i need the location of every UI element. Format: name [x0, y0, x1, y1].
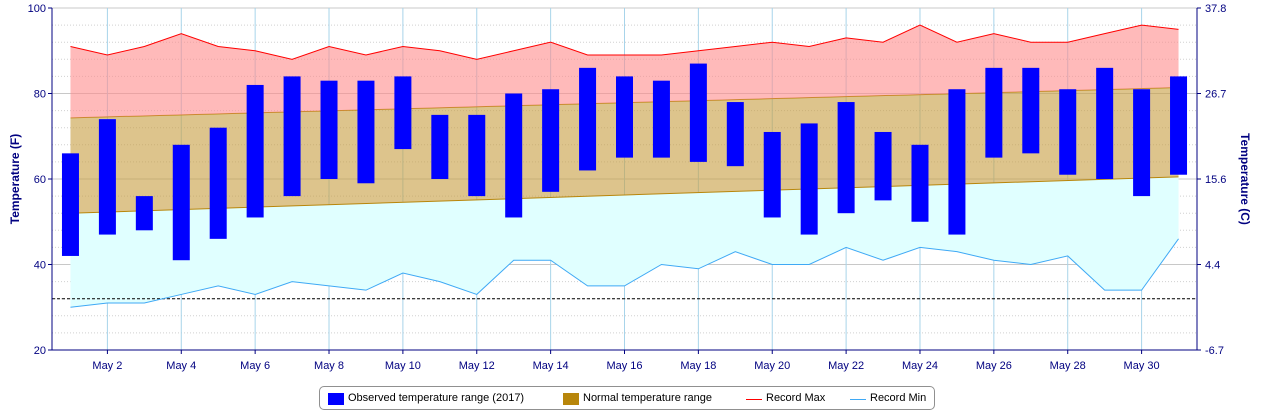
- legend-label-observed: Observed temperature range (2017): [348, 392, 525, 404]
- observed-range-bar: [1022, 67, 1040, 154]
- axes: 20 40 60 80 100 -6.7 4.4 15.6 26.7 37.8 May 2 May 4…: [8, 3, 1252, 372]
- observed-range-bar: [468, 114, 486, 197]
- observed-range-bar: [1133, 89, 1151, 197]
- observed-range-bar: [505, 93, 523, 218]
- x-tick-label: May 4: [166, 360, 196, 372]
- y2-tick-label: 26.7: [1205, 89, 1226, 101]
- observed-range-bar: [357, 80, 375, 184]
- y2-tick-label: 4.4: [1205, 260, 1220, 272]
- observed-range-bar: [948, 89, 966, 235]
- x-tick-label: May 24: [902, 360, 938, 372]
- record-lines: [70, 24, 1179, 308]
- legend-swatch-observed: [328, 393, 344, 405]
- x-tick-label: May 14: [533, 360, 569, 372]
- legend-line-record-min: [850, 399, 866, 400]
- y2-axis-title: Temperature (C): [1238, 133, 1252, 225]
- record-min-to-normal-band: [70, 176, 1179, 308]
- legend: Observed temperature range (2017) Normal…: [319, 386, 935, 410]
- x-tick-label: May 6: [240, 360, 270, 372]
- observed-range-bar: [209, 127, 227, 239]
- observed-range-bar: [837, 102, 855, 214]
- y2-tick-label: -6.7: [1205, 345, 1224, 357]
- observed-range-bar: [431, 114, 449, 179]
- observed-range-bar: [985, 67, 1003, 158]
- record-max-line: [70, 24, 1179, 60]
- observed-range-bar: [652, 80, 670, 158]
- x-tick-label: May 12: [459, 360, 495, 372]
- y-tick-label: 20: [34, 345, 46, 357]
- observed-range-bar: [579, 67, 597, 171]
- observed-range-bar: [61, 153, 79, 256]
- observed-range-bar: [542, 89, 560, 192]
- x-tick-label: May 18: [680, 360, 716, 372]
- observed-range-bar: [320, 80, 338, 179]
- legend-label-record-max: Record Max: [766, 392, 826, 404]
- observed-range-bar: [394, 76, 412, 150]
- x-tick-label: May 26: [976, 360, 1012, 372]
- observed-range-bar: [763, 131, 781, 218]
- observed-range-bar: [911, 144, 929, 222]
- y-tick-label: 60: [34, 174, 46, 186]
- observed-range-bar: [616, 76, 633, 158]
- y-tick-label: 100: [28, 3, 46, 15]
- observed-range-bar: [1170, 76, 1188, 175]
- observed-range-bar: [98, 119, 116, 235]
- y-tick-label: 40: [34, 260, 46, 272]
- x-tick-label: May 28: [1050, 360, 1086, 372]
- x-tick-label: May 30: [1124, 360, 1160, 372]
- y-axis-title: Temperature (F): [8, 134, 22, 224]
- x-tick-label: May 16: [606, 360, 642, 372]
- x-tick-label: May 20: [754, 360, 790, 372]
- x-tick-label: May 8: [314, 360, 344, 372]
- y2-tick-label: 37.8: [1205, 3, 1226, 15]
- normal-to-record-max-band: [70, 25, 1179, 118]
- observed-range-bar: [172, 144, 190, 261]
- observed-range-bar: [726, 102, 744, 167]
- x-tick-label: May 10: [385, 360, 421, 372]
- observed-range-bar: [874, 131, 892, 201]
- x-tick-label: May 2: [92, 360, 122, 372]
- observed-bars: [61, 63, 1188, 261]
- observed-range-bar: [135, 196, 153, 231]
- legend-line-record-max: [746, 399, 762, 400]
- observed-range-bar: [1059, 89, 1077, 175]
- legend-label-record-min: Record Min: [870, 392, 927, 404]
- legend-label-normal: Normal temperature range: [583, 392, 713, 404]
- observed-range-bar: [800, 123, 818, 235]
- x-tick-label: May 22: [828, 360, 864, 372]
- observed-range-bar: [246, 84, 264, 218]
- observed-range-bar: [689, 63, 707, 162]
- observed-range-bar: [1096, 67, 1114, 179]
- record-min-line: [70, 238, 1179, 308]
- y-tick-label: 80: [34, 89, 46, 101]
- observed-range-bar: [283, 76, 301, 197]
- legend-swatch-normal: [563, 393, 579, 405]
- y2-tick-label: 15.6: [1205, 174, 1226, 186]
